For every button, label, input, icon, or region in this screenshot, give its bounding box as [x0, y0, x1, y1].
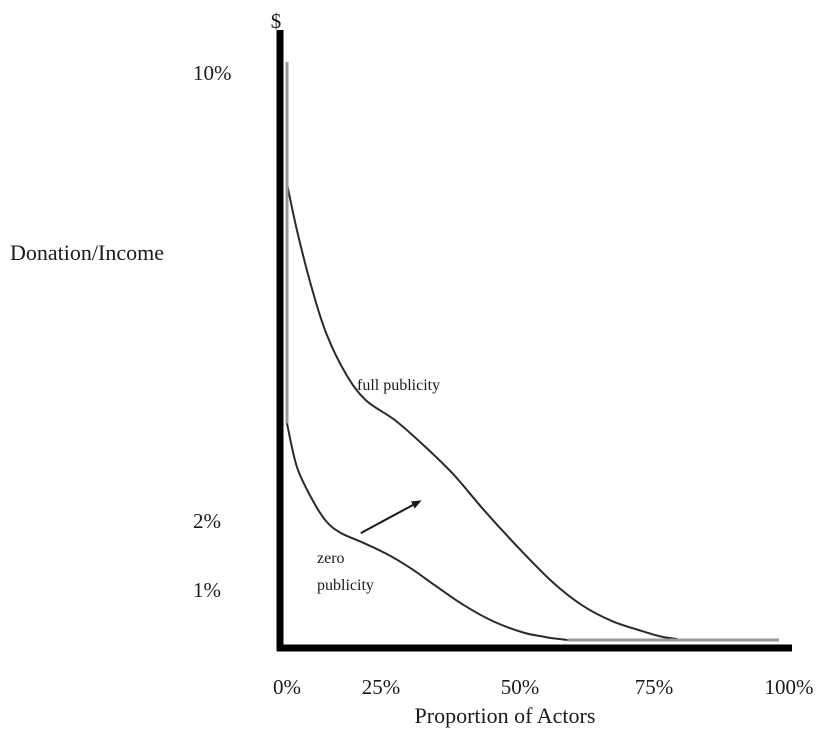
x-tick-label-50: 50% — [501, 675, 540, 699]
full-publicity-curve — [286, 183, 681, 641]
x-tick-label-25: 25% — [362, 675, 401, 699]
x-tick-label-75: 75% — [635, 675, 674, 699]
zero-publicity-curve — [286, 423, 568, 641]
x-tick-label-100: 100% — [765, 675, 814, 699]
shift-arrow — [360, 500, 422, 534]
y-unit-symbol: $ — [271, 9, 282, 33]
y-tick-label-10: 10% — [193, 61, 232, 85]
y-tick-label-1: 1% — [193, 578, 221, 602]
y-axis-label: Donation/Income — [10, 240, 164, 265]
y-tick-label-2: 2% — [193, 509, 221, 533]
x-axis-label: Proportion of Actors — [415, 703, 596, 728]
full-publicity-label: full publicity — [357, 377, 440, 394]
series-layer — [285, 62, 779, 642]
zero-publicity-label-line2: publicity — [317, 577, 374, 594]
x-tick-label-0: 0% — [273, 675, 301, 699]
zero-publicity-label-line1: zero — [317, 550, 345, 567]
